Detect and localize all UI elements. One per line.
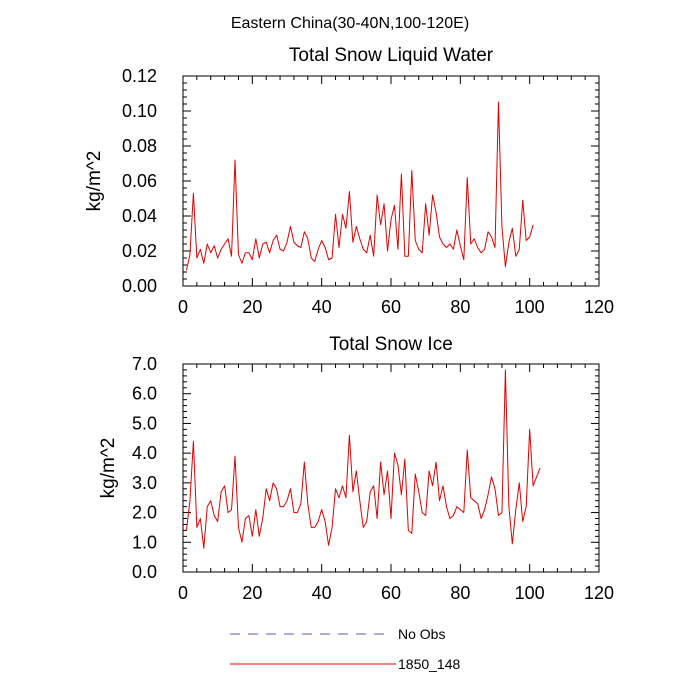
y-tick-label: 7.0 xyxy=(132,354,157,374)
y-tick-label: 0.02 xyxy=(122,241,157,261)
y-axis-label: kg/m^2 xyxy=(84,151,105,212)
x-tick-label: 20 xyxy=(242,583,262,603)
y-tick-label: 0.08 xyxy=(122,136,157,156)
plot-snow-liquid-water: Total Snow Liquid Water kg/m^2 0 20 40 60 80 10… xyxy=(84,45,614,317)
x-tick-label: 120 xyxy=(584,583,614,603)
x-tick-label: 0 xyxy=(178,297,188,317)
series-line xyxy=(185,369,541,549)
y-tick-label: 3.0 xyxy=(132,473,157,493)
x-tick-label: 60 xyxy=(381,583,401,603)
x-tick-label: 60 xyxy=(381,297,401,317)
x-tick-label: 80 xyxy=(450,583,470,603)
series-line xyxy=(185,101,534,271)
y-tick-label: 0.00 xyxy=(122,276,157,296)
y-tick-label: 0.0 xyxy=(132,562,157,582)
y-tick-label: 0.06 xyxy=(122,171,157,191)
x-tick-label: 100 xyxy=(515,297,545,317)
plot-frame xyxy=(182,75,600,287)
y-tick-label: 2.0 xyxy=(132,503,157,523)
x-tick-label: 20 xyxy=(242,297,262,317)
plot-title: Total Snow Ice xyxy=(329,334,453,355)
x-tick-label: 80 xyxy=(450,297,470,317)
y-tick-label: 4.0 xyxy=(132,443,157,463)
x-tick-label: 120 xyxy=(584,297,614,317)
y-tick-label: 6.0 xyxy=(132,384,157,404)
y-tick-label: 5.0 xyxy=(132,413,157,433)
plot-frame xyxy=(182,363,600,573)
y-tick-label: 0.10 xyxy=(122,101,157,121)
y-tick-label: 0.12 xyxy=(122,66,157,86)
plot-title: Total Snow Liquid Water xyxy=(289,45,494,66)
y-tick-label: 0.04 xyxy=(122,206,157,226)
plot-snow-ice: Total Snow Ice kg/m^2 0 20 40 60 80 100 120 0.0 1.… xyxy=(98,334,614,603)
legend: No Obs 1850_148 xyxy=(230,626,461,672)
figure-title: Eastern China(30-40N,100-120E) xyxy=(231,15,469,32)
x-tick-label: 0 xyxy=(178,583,188,603)
x-tick-label: 40 xyxy=(312,583,332,603)
x-tick-label: 100 xyxy=(515,583,545,603)
y-tick-label: 1.0 xyxy=(132,532,157,552)
legend-label-1850-148: 1850_148 xyxy=(398,656,461,672)
legend-label-no-obs: No Obs xyxy=(398,626,445,642)
x-tick-label: 40 xyxy=(312,297,332,317)
y-axis-label: kg/m^2 xyxy=(98,438,119,499)
